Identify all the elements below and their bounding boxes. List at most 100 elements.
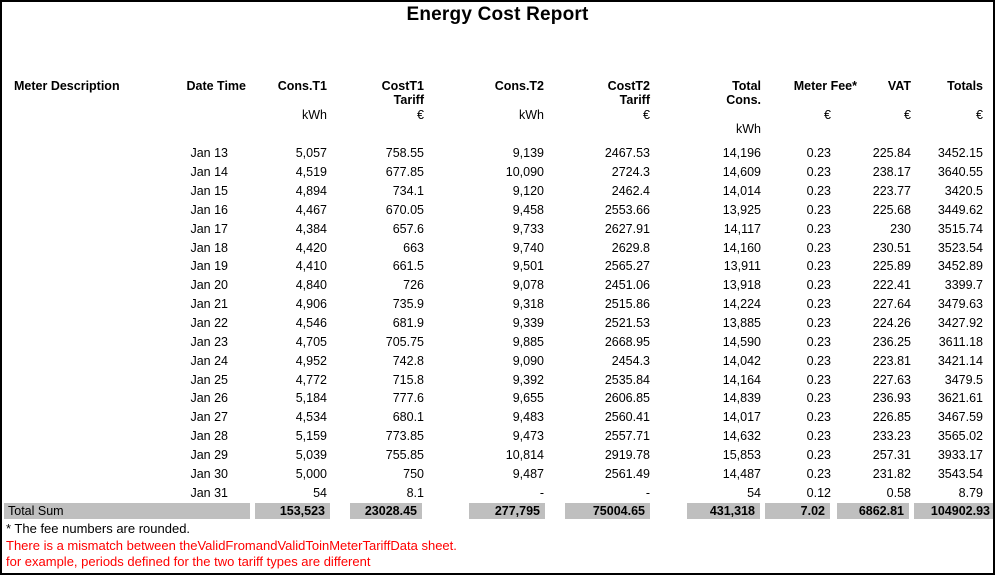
- cell-meter-fee: 0.12: [806, 485, 831, 500]
- cell-meter-fee: 0.23: [806, 165, 831, 180]
- cell-cost-t1: 680.1: [392, 410, 424, 425]
- cell-cons-t1: 4,420: [295, 240, 327, 255]
- total-meter-fee: 7.02: [765, 503, 830, 519]
- cell-date: Jan 14: [190, 165, 228, 180]
- unit: [773, 122, 843, 137]
- cell-cost-t2: 2515.86: [604, 297, 650, 312]
- cell-cost-t2: 2724.3: [611, 165, 650, 180]
- cell-date: Jan 20: [190, 278, 228, 293]
- cell-meter-description: [4, 427, 159, 446]
- cell-cons-t2: 9,139: [512, 146, 544, 161]
- cell-total-cons: 54: [747, 485, 761, 500]
- cell-totals: 3452.15: [937, 146, 983, 161]
- cell-vat: 231.82: [872, 466, 911, 481]
- fee-rounding-note: * The fee numbers are rounded.: [6, 521, 191, 536]
- cell-meter-description: [4, 351, 159, 370]
- unit: [556, 122, 662, 137]
- cell-total-cons: 14,017: [722, 410, 761, 425]
- cell-meter-description: [4, 201, 159, 220]
- cell-meter-fee: 0.23: [806, 184, 831, 199]
- cell-cost-t1: 777.6: [392, 391, 424, 406]
- col-header-totals: Totals: [947, 79, 983, 93]
- cell-cons-t1: 4,705: [295, 334, 327, 349]
- header-sub: [843, 93, 923, 108]
- cell-date: Jan 28: [190, 429, 228, 444]
- cell-meter-fee: 0.23: [806, 410, 831, 425]
- cell-date: Jan 25: [190, 372, 228, 387]
- cell-cost-t1: 8.1: [406, 485, 424, 500]
- total-sum-row: Total Sum 153,523 23028.45 277,795 75004…: [2, 502, 993, 521]
- report-title: Energy Cost Report: [406, 4, 589, 25]
- cell-total-cons: 14,014: [722, 184, 761, 199]
- cell-cost-t1: 742.8: [392, 353, 424, 368]
- cell-cons-t1: 5,000: [295, 466, 327, 481]
- cell-meter-description: [4, 163, 159, 182]
- cell-cost-t2: 2919.78: [604, 447, 650, 462]
- cell-cons-t1: 4,534: [295, 410, 327, 425]
- table-row: Jan 30 5,000 750 9,487 2561.49 14,487 0.…: [4, 464, 993, 483]
- cell-cons-t1: 4,467: [295, 202, 327, 217]
- cell-totals: 3427.92: [937, 316, 983, 331]
- unit: [4, 108, 159, 122]
- cell-meter-description: [4, 332, 159, 351]
- cell-totals: 3452.89: [937, 259, 983, 274]
- cell-total-cons: 14,609: [722, 165, 761, 180]
- cell-meter-fee: 0.23: [806, 372, 831, 387]
- cell-meter-fee: 0.23: [806, 146, 831, 161]
- header-row-titles: Meter Description Date Time Cons.T1 Cost…: [4, 79, 993, 93]
- header-sub-tariff-t1: Tariff: [393, 93, 424, 107]
- cell-cost-t1: 705.75: [385, 334, 424, 349]
- cell-cost-t2: 2606.85: [604, 391, 650, 406]
- cell-meter-fee: 0.23: [806, 221, 831, 236]
- cell-cons-t2: 9,483: [512, 410, 544, 425]
- unit-euro-t1: €: [417, 108, 424, 122]
- cell-totals: 3420.5: [944, 184, 983, 199]
- cell-cons-t1: 54: [313, 485, 327, 500]
- cell-date: Jan 19: [190, 259, 228, 274]
- table-row: Jan 25 4,772 715.8 9,392 2535.84 14,164 …: [4, 370, 993, 389]
- table-row: Jan 26 5,184 777.6 9,655 2606.85 14,839 …: [4, 389, 993, 408]
- col-header-date-time: Date Time: [186, 79, 246, 93]
- cell-cons-t2: 9,733: [512, 221, 544, 236]
- cell-meter-fee: 0.23: [806, 259, 831, 274]
- cell-vat: 236.25: [872, 334, 911, 349]
- table-row: Jan 18 4,420 663 9,740 2629.8 14,160 0.2…: [4, 238, 993, 257]
- cell-cost-t2: 2565.27: [604, 259, 650, 274]
- header-sub: [436, 93, 556, 108]
- total-cons-t1: 153,523: [255, 503, 330, 519]
- unit-euro-vat: €: [904, 108, 911, 122]
- table-row: Jan 19 4,410 661.5 9,501 2565.27 13,911 …: [4, 257, 993, 276]
- tariff-mismatch-warning-line2: for example, periods defined for the two…: [6, 554, 371, 569]
- cell-meter-description: [4, 446, 159, 465]
- cell-date: Jan 16: [190, 202, 228, 217]
- unit: [248, 122, 339, 137]
- unit: [339, 122, 436, 137]
- cell-cons-t1: 4,840: [295, 278, 327, 293]
- cell-cons-t2: 10,814: [505, 447, 544, 462]
- header-sub: [4, 93, 159, 108]
- unit: [436, 122, 556, 137]
- unit-kwh-t1: kWh: [302, 108, 327, 122]
- cell-meter-fee: 0.23: [806, 353, 831, 368]
- cell-date: Jan 13: [190, 146, 228, 161]
- cell-vat: 257.31: [872, 447, 911, 462]
- cell-totals: 3479.63: [937, 297, 983, 312]
- cell-total-cons: 13,911: [723, 259, 761, 274]
- cell-total-cons: 14,839: [722, 391, 761, 406]
- cell-cons-t2: 9,655: [512, 391, 544, 406]
- footnotes: * The fee numbers are rounded. There is …: [6, 521, 989, 571]
- cell-totals: 3611.18: [938, 334, 983, 349]
- cell-cost-t2: 2629.8: [611, 240, 650, 255]
- cell-cost-t2: -: [645, 485, 650, 500]
- cell-total-cons: 14,632: [722, 429, 761, 444]
- unit-kwh-total-cons: kWh: [736, 122, 761, 136]
- cell-totals: 3515.74: [937, 221, 983, 236]
- cell-cons-t1: 4,894: [295, 184, 327, 199]
- cell-cons-t2: 9,487: [512, 466, 544, 481]
- cell-cons-t1: 4,410: [295, 259, 327, 274]
- cell-total-cons: 13,885: [722, 316, 761, 331]
- cell-cons-t1: 5,039: [295, 447, 327, 462]
- cell-cost-t1: 735.9: [392, 297, 424, 312]
- table-row: Jan 24 4,952 742.8 9,090 2454.3 14,042 0…: [4, 351, 993, 370]
